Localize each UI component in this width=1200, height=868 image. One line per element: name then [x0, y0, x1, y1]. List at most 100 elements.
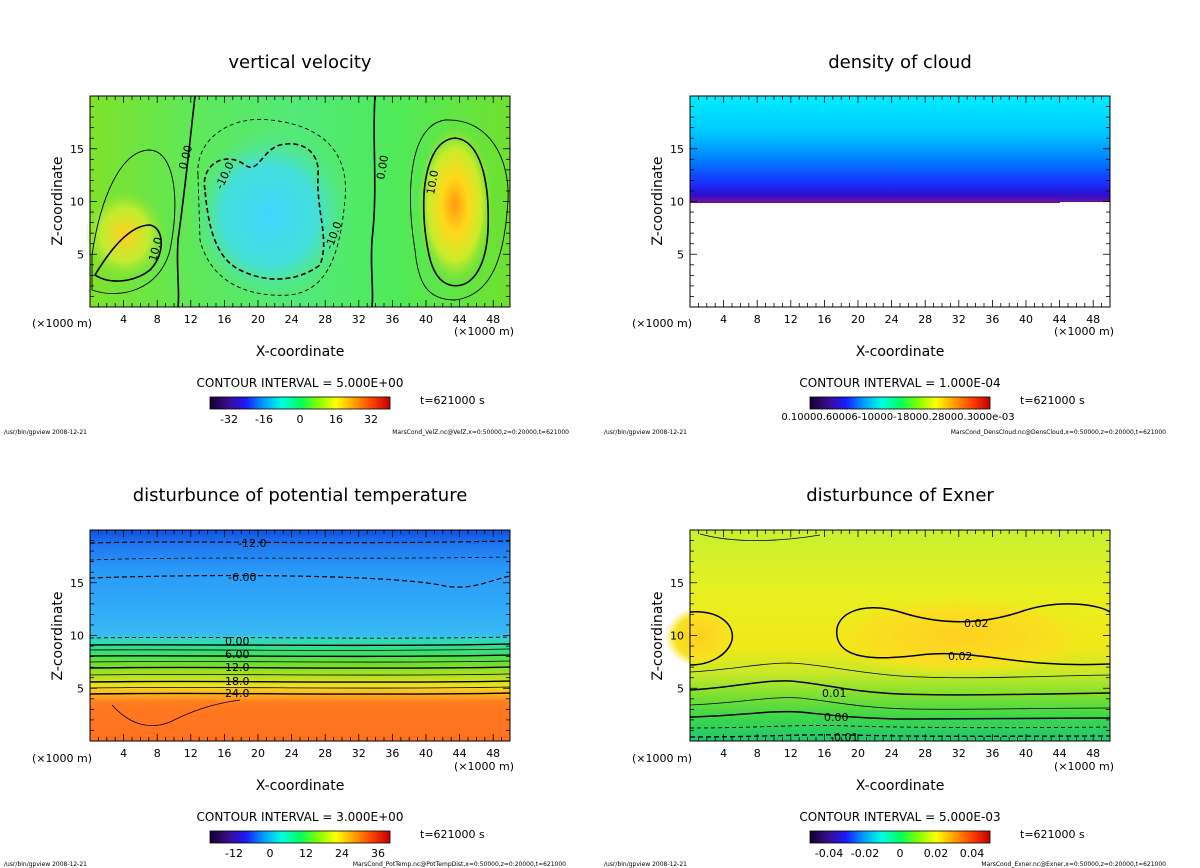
y-tick-label: 10 — [70, 196, 84, 209]
contour-right-10 — [422, 137, 490, 287]
field-background — [90, 530, 510, 741]
colorbar-tick-label: 32 — [364, 413, 378, 426]
x-tick-label: 28 — [918, 313, 932, 326]
x-unit-note-right: (×1000 m) — [1054, 760, 1114, 773]
colorbar-tick-label: 0.04 — [960, 847, 985, 860]
x-tick-label: 24 — [285, 313, 299, 326]
y-tick-label: 15 — [70, 577, 84, 590]
y-tick-label: 10 — [70, 630, 84, 643]
x-tick-label: 8 — [154, 313, 161, 326]
y-tick-label: 15 — [670, 143, 684, 156]
contour-interval: CONTOUR INTERVAL = 5.000E-03 — [799, 810, 1000, 824]
contour-zero-right — [370, 95, 376, 308]
contour — [89, 666, 511, 669]
contour-label: 10.0 — [146, 236, 165, 263]
contour — [89, 660, 511, 663]
x-tick-label: 36 — [385, 747, 399, 760]
x-tick-label: 4 — [720, 313, 727, 326]
footer-left: /usr/bin/gpview 2008-12-21 — [4, 861, 87, 868]
x-tick-label: 44 — [453, 747, 467, 760]
colorbar-ticks: -0.04 -0.02 0 0.02 0.04 — [815, 847, 984, 860]
colorbar-tick-label: -16 — [255, 413, 273, 426]
x-tick-label: 8 — [754, 747, 761, 760]
contour — [89, 680, 511, 683]
colorbar-ticks: -12 0 12 24 36 — [225, 847, 385, 860]
y-tick-label: 10 — [670, 196, 684, 209]
contour-002-left — [689, 611, 734, 666]
x-unit-note: (×1000 m) — [32, 317, 92, 330]
contour-label: 18.0 — [225, 675, 250, 688]
x-axis-label: X-coordinate — [856, 344, 945, 360]
x-tick-label: 36 — [985, 313, 999, 326]
colorbar-tick-label: -0.02 — [851, 847, 879, 860]
x-tick-label: 40 — [1019, 313, 1033, 326]
colorbar-tick-label: 0.02 — [924, 847, 949, 860]
contour-interval: CONTOUR INTERVAL = 1.000E-04 — [799, 376, 1000, 390]
chart-title: disturbunce of Exner — [806, 485, 994, 506]
colorbar-tick-label: 24 — [335, 847, 349, 860]
chart-title: disturbunce of potential temperature — [133, 485, 468, 506]
plot-area: 0.00 -10.0 10.0 0.00 -10.0 10.0 4 8 12 16 20… — [70, 95, 511, 326]
x-tick-label: 4 — [120, 747, 127, 760]
contour-label: 0.01 — [822, 687, 847, 700]
contour-label: 0.00 — [374, 154, 391, 180]
contour-lines — [89, 540, 511, 726]
contour-label: 0.02 — [948, 650, 973, 663]
x-axis-label: X-coordinate — [856, 778, 945, 794]
x-tick-label: 20 — [251, 747, 265, 760]
x-tick-label: 36 — [385, 313, 399, 326]
x-tick-label: 48 — [1086, 747, 1100, 760]
colorbar-ticks: -32 -16 0 16 32 — [220, 413, 378, 426]
x-unit-note-right: (×1000 m) — [454, 760, 514, 773]
contour-label: 0.00 — [176, 144, 195, 171]
footer-right: MarsCond_DensCloud.nc@DensCloud,x=0:5000… — [951, 429, 1166, 436]
updraft-core-right — [417, 125, 493, 285]
contour-warm-lobe — [111, 699, 241, 726]
x-unit-note: (×1000 m) — [632, 317, 692, 330]
x-tick-label: 8 — [754, 313, 761, 326]
contour-interval: CONTOUR INTERVAL = 5.000E+00 — [197, 376, 404, 390]
contour-top — [699, 533, 821, 541]
x-axis-label: X-coordinate — [256, 778, 345, 794]
contour-lines — [91, 95, 509, 308]
contour-label: 6.00 — [225, 648, 250, 661]
contour-lines — [689, 533, 1111, 738]
contour-label: 0.02 — [964, 617, 989, 630]
footer-left: /usr/bin/gpview 2008-12-21 — [4, 429, 87, 436]
colorbar — [209, 830, 391, 844]
colorbar-tick-label: -0.04 — [815, 847, 843, 860]
contour — [89, 643, 511, 647]
x-tick-label: 16 — [217, 313, 231, 326]
contour — [89, 673, 511, 676]
contour-label: -0.01 — [830, 731, 858, 744]
time-label: t=621000 s — [1020, 828, 1085, 841]
contour-neg12 — [89, 540, 511, 544]
colorbar-tick-label: 0 — [897, 847, 904, 860]
time-label: t=621000 s — [420, 394, 485, 407]
contour-002-right — [835, 603, 1111, 641]
colorbar — [809, 396, 991, 410]
x-tick-label: 32 — [352, 313, 366, 326]
plot-area: 0.02 0.02 0.01 0.00 -0.01 4 8 12 16 20 24 28 32… — [665, 529, 1111, 760]
colorbar-tick-label: -32 — [220, 413, 238, 426]
contour-002-right-lower — [837, 639, 1111, 666]
colorbar-tick-label: 0 — [297, 413, 304, 426]
y-axis-label: Z-coordinate — [50, 156, 66, 245]
contour-zero-left — [176, 95, 196, 308]
footer-right: MarsCond_Exner.nc@Exner,x=0:50000,z=0:20… — [981, 861, 1166, 868]
x-unit-note-right: (×1000 m) — [454, 325, 514, 338]
contour-label: 0.00 — [225, 635, 250, 648]
x-tick-label: 48 — [486, 747, 500, 760]
x-tick-label: 36 — [985, 747, 999, 760]
x-tick-label: 20 — [251, 313, 265, 326]
y-axis-label: Z-coordinate — [50, 591, 66, 680]
x-tick-label: 24 — [285, 747, 299, 760]
contour-label: 24.0 — [225, 687, 250, 700]
contour-neg6 — [89, 574, 511, 588]
footer-right: MarsCond_PotTemp.nc@PotTempDist,x=0:5000… — [353, 861, 566, 868]
